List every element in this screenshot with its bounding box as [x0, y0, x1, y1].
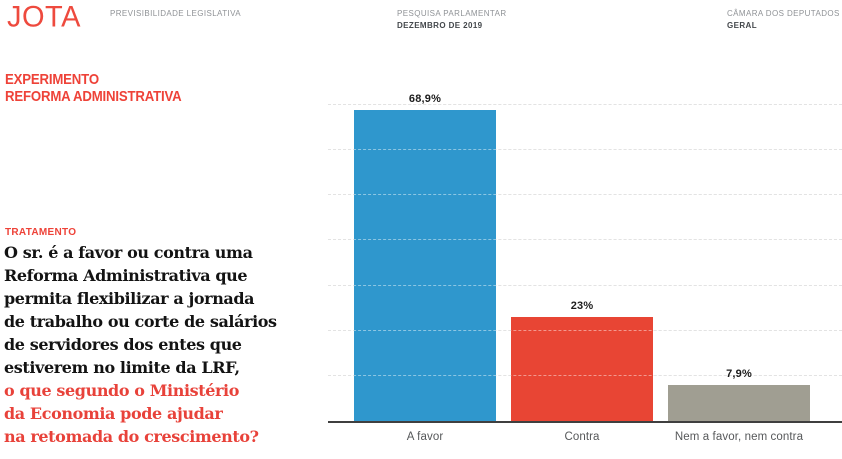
gridline-overlay	[328, 329, 842, 331]
gridline	[328, 194, 842, 196]
gridline	[328, 104, 842, 105]
chamber-label: CÂMARA DOS DEPUTADOS	[727, 9, 840, 18]
bar-2	[668, 385, 810, 421]
program-label: PREVISIBILIDADE LEGISLATIVA	[110, 9, 241, 18]
experiment-kicker: EXPERIMENTO REFORMA ADMINISTRATIVA	[5, 71, 182, 105]
gridline-overlay	[328, 104, 842, 105]
bar-1	[511, 317, 653, 421]
gridline	[328, 239, 842, 241]
question-text: O sr. é a favor ou contra uma Reforma Ad…	[4, 241, 338, 448]
gridline-overlay	[328, 149, 842, 151]
question-black-part: O sr. é a favor ou contra uma Reforma Ad…	[4, 243, 277, 377]
gridline	[328, 149, 842, 151]
gridline-overlay	[328, 374, 842, 376]
bar-value-label: 7,9%	[726, 368, 752, 381]
survey-value: DEZEMBRO DE 2019	[397, 21, 483, 30]
treatment-label: TRATAMENTO	[5, 227, 77, 238]
header-survey: PESQUISA PARLAMENTAR DEZEMBRO DE 2019	[397, 8, 507, 32]
bar-value-label: 68,9%	[408, 92, 442, 105]
chamber-value: GERAL	[727, 21, 757, 30]
x-axis-line	[328, 421, 842, 423]
question-red-highlight: o que segundo o Ministério da Economia p…	[4, 381, 259, 446]
gridline-overlay	[328, 239, 842, 241]
survey-label: PESQUISA PARLAMENTAR	[397, 9, 507, 18]
category-label: Contra	[564, 431, 600, 443]
header-program: PREVISIBILIDADE LEGISLATIVA	[110, 8, 241, 20]
header-chamber: CÂMARA DOS DEPUTADOS GERAL	[727, 8, 840, 32]
bar-chart: 68,9% A favor 23% Contra 7,9% Nem a favor, ne…	[328, 93, 842, 443]
gridline-overlay	[328, 194, 842, 196]
bar-value-label: 23%	[570, 300, 594, 313]
gridline	[328, 284, 842, 286]
bar-0	[354, 109, 496, 421]
category-label: A favor	[406, 431, 444, 443]
category-label: Nem a favor, nem contra	[674, 431, 804, 443]
jota-logo: JOTA	[7, 1, 81, 34]
gridline-overlay	[328, 284, 842, 286]
